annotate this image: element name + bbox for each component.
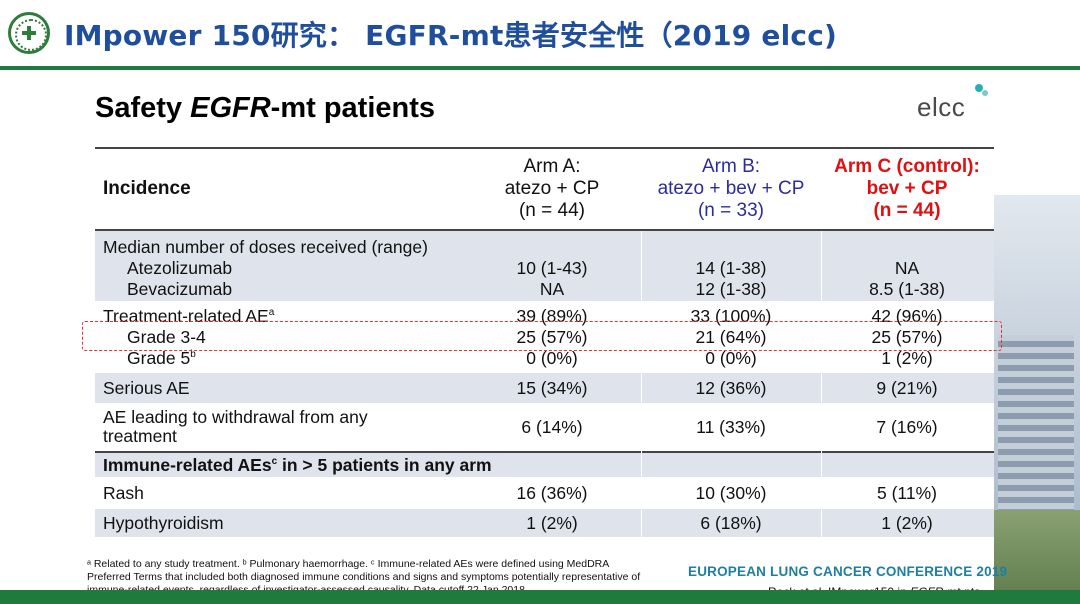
serious-label: Serious AE (103, 377, 190, 398)
table-row-doses: Median number of doses received (range) … (95, 231, 994, 301)
table-row-serious-ae: Serious AE 15 (34%) 12 (36%) 9 (21%) (95, 373, 994, 403)
withdrawal-label: AE leading to withdrawal from any (103, 407, 368, 427)
hypothyroidism-label: Hypothyroidism (103, 512, 224, 533)
conference-name: EUROPEAN LUNG CANCER CONFERENCE 2019 (688, 564, 1008, 579)
table-row-hypothyroidism: Hypothyroidism 1 (2%) 6 (18%) 1 (2%) (95, 509, 994, 537)
arm-b-header: Arm B: atezo + bev + CP (n = 33) (657, 156, 805, 221)
slide-panel: Safety EGFR-mt patients elcc Incidence A… (82, 78, 1007, 600)
building-shape (998, 335, 1074, 515)
page-title: IMpower 150研究： EGFR-mt患者安全性（2019 elcc) (64, 19, 838, 52)
trees-shape (992, 510, 1080, 604)
elcc-logo-dots-icon (975, 84, 989, 98)
arm-c-header: Arm C (control): bev + CP (n = 44) (834, 156, 980, 221)
table-header-row: Incidence Arm A: atezo + CP (n = 44) Arm… (95, 149, 994, 229)
atezolizumab-label: Atezolizumab (127, 258, 233, 278)
elcc-logo: elcc (917, 92, 966, 122)
table-row-immune-header: Immune-related AEsc in > 5 patients in a… (95, 451, 994, 477)
background-building-image (992, 195, 1080, 604)
rash-label: Rash (103, 482, 144, 503)
hospital-logo-icon (8, 12, 50, 54)
table-header-rule (95, 229, 994, 231)
incidence-header: Incidence (103, 178, 191, 199)
grade5-label: Grade 5b (127, 348, 196, 368)
grade34-highlight-box (82, 321, 1002, 351)
page-header: IMpower 150研究： EGFR-mt患者安全性（2019 elcc) (0, 0, 1080, 68)
doses-label: Median number of doses received (range) (103, 237, 428, 257)
arm-a-header: Arm A: atezo + CP (n = 44) (504, 156, 600, 221)
table-row-withdrawal: AE leading to withdrawal from any treatm… (103, 407, 938, 446)
column-separator (821, 231, 822, 537)
header-divider (0, 66, 1080, 70)
table-row-rash: Rash 16 (36%) 10 (30%) 5 (11%) (103, 482, 937, 503)
grade34-label: Grade 3-4 (127, 327, 206, 347)
bevacizumab-label: Bevacizumab (127, 279, 233, 299)
bottom-bar (0, 590, 1080, 604)
immune-header-label: Immune-related AEsc in > 5 patients in a… (103, 454, 492, 475)
column-separator (641, 231, 642, 537)
table-top-rule (95, 147, 994, 149)
slide-title: Safety EGFR-mt patients (95, 92, 436, 124)
